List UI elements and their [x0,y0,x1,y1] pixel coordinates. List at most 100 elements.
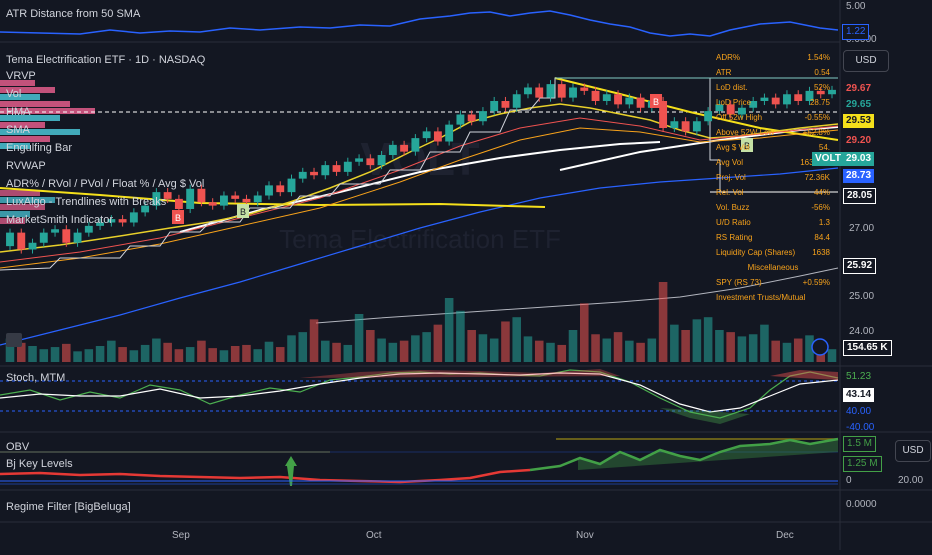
indicator-marketsmith[interactable]: MarketSmith Indicator [6,214,113,226]
stats-label: U/D Ratio [716,218,751,227]
stats-row: Investment Trusts/Mutual [716,290,830,305]
indicator-adr[interactable]: ADR% / RVol / PVol / Float % / Avg $ Vol [6,178,205,190]
volume-bar [28,346,37,362]
indicator-rvwap[interactable]: RVWAP [6,160,46,172]
volume-bar [219,350,229,362]
stats-label: RS Rating [716,233,753,242]
candle-body [580,87,589,91]
candle-body [343,161,352,172]
candle-body [152,192,161,206]
stats-row: ATR 0.54 [716,65,830,80]
stats-row: Vol. Buzz -56% [716,200,830,215]
indicator-luxalgo[interactable]: LuxAlgo - Trendlines with Breaks [6,196,167,208]
obv-currency-selector[interactable]: USD [895,440,931,462]
stats-label: LoD dist. [716,83,748,92]
volume-bar [433,324,443,362]
volume-bar [354,314,364,362]
volume-bar [827,349,837,362]
candle-body [253,195,262,203]
ticker-badge: VOLT [812,152,844,166]
candle-body [366,158,375,166]
volume-bar [140,344,150,362]
volume-badge: 154.65 K [843,340,892,356]
volume-bar [152,338,161,362]
stats-label: Liquidity Cap (Shares) [716,248,796,257]
stats-row: U/D Ratio 1.3 [716,215,830,230]
volume-bar [366,330,375,362]
stats-row: Proj. Vol 72.36K [716,170,830,185]
candle-body [501,101,510,108]
stats-value: 1638 [812,248,830,257]
volume-bar [726,332,735,362]
volume-bar [703,317,713,362]
volume-bar [264,341,274,362]
volume-bar [670,324,679,362]
stats-value: 0.54 [814,68,830,77]
indicator-engulfing[interactable]: Engulfing Bar [6,142,73,154]
volume-bar [456,310,465,362]
indicator-vrvp[interactable]: VRVP [6,70,36,82]
indicator-toggle-icon[interactable] [6,333,22,347]
volume-bar [298,332,308,362]
candle-body [39,232,48,243]
stats-value: 1.54% [807,53,830,62]
candle-body [197,188,206,203]
sma-red-line [0,117,839,263]
engulfing-bull-text-2: B [744,141,750,151]
volume-bar [309,319,319,362]
price-badge-sma: 25.92 [843,258,877,274]
volume-bar [534,340,544,362]
x-tick-nov: Nov [576,530,594,541]
volume-bar [546,342,555,362]
yellow-trend-line [0,187,546,208]
stats-row: LoD dist. 52% [716,80,830,95]
scroll-to-realtime-icon[interactable] [811,338,829,356]
volume-bar [253,349,263,362]
candle-body [377,155,386,166]
stoch-fill-red-2 [770,370,838,380]
volume-bar [478,334,488,362]
stats-label: ADR% [716,53,741,62]
bj-arrow-marker [285,456,297,486]
price-badge-last: 29.03 [843,152,875,166]
stoch-badge-1: 51.23 [846,371,872,382]
candle-body [524,87,532,95]
stats-row: ADR% 1.54% [716,50,830,65]
volume-bar [50,347,60,362]
volume-bar [591,334,600,362]
volume-bar [174,349,184,362]
stoch-d-line [0,372,839,413]
volume-bar [107,340,116,362]
volume-bar [444,298,454,362]
candle-body [715,104,724,112]
indicator-sma[interactable]: SMA [6,124,30,136]
obv-axis-zero: 0 [846,475,852,486]
atr-pane-label: ATR Distance from 50 SMA [6,8,141,20]
stats-row: Off 52w High -0.55% [716,110,830,125]
volume-bar [692,319,702,362]
volume-bar [208,348,217,362]
obv-pane-label: OBV [6,441,30,453]
indicator-vol[interactable]: Vol [6,88,22,100]
candle-body [557,84,566,98]
indicator-hma[interactable]: HMA [6,106,31,118]
stats-value: 1.3 [818,218,830,227]
volume-bar [377,338,386,362]
candle-body [445,124,454,142]
volume-bar [95,346,105,362]
price-axis-27: 27.00 [849,223,875,234]
volume-bar [715,330,724,362]
stats-value: 54. [818,143,830,152]
stats-value: 44% [813,188,830,197]
currency-selector[interactable]: USD [843,50,889,72]
obv-badge-1: 1.5 M [843,436,877,452]
stats-label: Investment Trusts/Mutual [716,293,806,302]
stats-value: 72.36K [804,173,830,182]
price-badge-teal: 29.65 [846,99,872,110]
candle-body [332,165,341,172]
volume-bar [557,344,567,362]
watermark-subtitle: Tema Electrification ETF [279,224,561,254]
volume-bar [5,338,15,362]
